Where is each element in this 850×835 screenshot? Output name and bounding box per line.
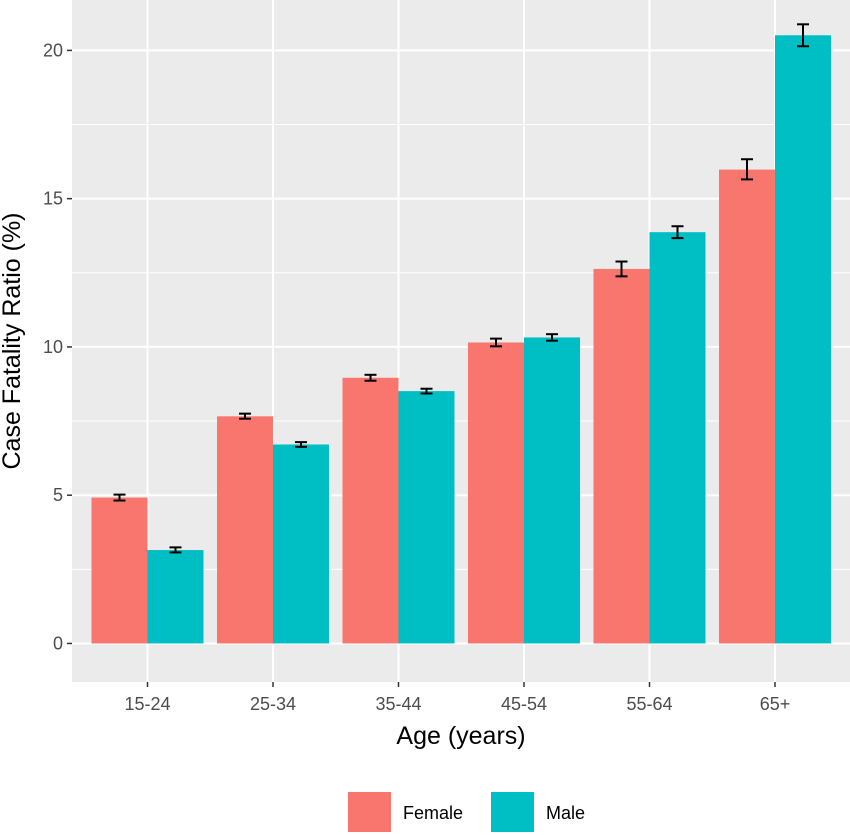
bar-female-25-34: [217, 416, 273, 644]
error-bars: [113, 23, 809, 554]
bar-female-15-24: [91, 497, 148, 644]
legend-key-male: [491, 792, 534, 832]
y-tick-label: 15: [43, 189, 63, 209]
x-tick-label: 15-24: [124, 694, 170, 714]
error-bar-female-55-64: [615, 260, 628, 278]
error-bar-female-25-34: [239, 412, 251, 420]
error-bar-female-65+: [741, 158, 753, 181]
error-bar-male-65+: [797, 23, 809, 48]
bar-male-15-24: [147, 550, 204, 644]
x-tick-label: 65+: [760, 694, 791, 714]
legend-key-female: [348, 792, 391, 832]
legend: Female Male: [348, 792, 585, 832]
x-axis: 15-24 25-34 35-44 45-54 55-64 65+: [124, 682, 790, 714]
x-tick-label: 45-54: [501, 694, 547, 714]
bars: [91, 35, 831, 644]
legend-label-female: Female: [403, 803, 463, 823]
y-axis-title: Case Fatality Ratio (%): [0, 212, 26, 469]
error-bar-male-45-54: [546, 333, 558, 342]
x-tick-label: 55-64: [626, 694, 672, 714]
x-tick-label: 35-44: [375, 694, 421, 714]
y-tick-label: 5: [53, 485, 63, 505]
error-bar-male-15-24: [169, 546, 182, 554]
x-tick-label: 25-34: [250, 694, 296, 714]
error-bar-male-25-34: [295, 441, 307, 448]
bar-female-65+: [719, 169, 775, 644]
error-bar-female-35-44: [364, 373, 377, 382]
error-bar-male-55-64: [671, 225, 684, 240]
bar-male-65+: [775, 35, 831, 644]
bar-female-55-64: [593, 268, 650, 644]
y-tick-label: 0: [53, 633, 63, 653]
legend-label-male: Male: [546, 803, 585, 823]
y-axis: 0 5 10 15 20: [43, 40, 72, 653]
bar-female-35-44: [342, 377, 399, 644]
bar-male-25-34: [273, 444, 329, 644]
y-tick-label: 10: [43, 337, 63, 357]
bar-male-45-54: [524, 337, 580, 644]
bar-male-55-64: [649, 232, 706, 644]
bar-male-35-44: [398, 391, 455, 644]
bar-female-45-54: [468, 342, 524, 644]
error-bar-male-35-44: [420, 387, 433, 395]
error-bar-female-45-54: [490, 337, 502, 348]
x-axis-title: Age (years): [396, 722, 525, 750]
y-tick-label: 20: [43, 40, 63, 60]
error-bar-female-15-24: [113, 493, 126, 502]
